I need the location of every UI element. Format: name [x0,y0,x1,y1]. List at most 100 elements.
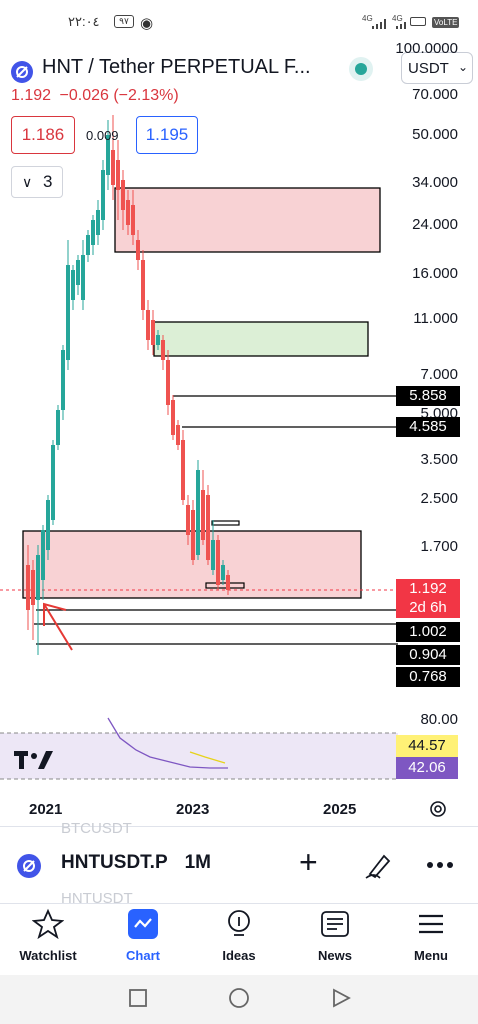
symbol-logo-icon [17,854,41,878]
spread-value: 0.009 [86,128,119,143]
candle-body [161,340,165,360]
price-tick: 1.700 [420,538,458,555]
candle-body [111,150,115,185]
nav-chart-label: Chart [126,948,160,963]
tradingview-logo [14,751,53,769]
toolbar-interval: 1M [184,852,211,873]
candle-body [106,135,110,175]
candle-body [71,270,75,300]
candles [26,115,230,655]
candle-body [216,540,220,585]
nav-watchlist-label: Watchlist [19,948,77,963]
add-icon[interactable]: + [299,844,318,880]
candle-body [226,575,230,590]
indicators-toggle[interactable]: ∨ 3 [11,166,63,198]
volte-badge: VoLTE [432,17,460,28]
candle-body [41,530,45,580]
toolbar-symbol[interactable]: HNTUSDT.P 1M [61,852,211,874]
price-change-line: 1.192 −0.026 (−2.13%) [11,87,179,105]
system-nav-bar [0,975,478,1024]
price-chart[interactable] [0,40,478,800]
candle-body [201,490,205,540]
nav-watchlist[interactable] [8,908,88,945]
price-label: 1.002 [396,622,460,642]
currency-label: USDT [408,60,449,77]
candle-body [26,565,30,610]
candle-body [116,160,120,190]
signal-icon [372,19,406,29]
price-tick: 50.000 [412,126,458,143]
candle-body [126,200,130,225]
draw-icon[interactable] [364,850,394,880]
candle-body [186,505,190,535]
divider [0,903,478,904]
price-tick: 16.000 [412,265,458,282]
signal-label-1: 4G [362,14,373,23]
price-tick: 70.000 [412,86,458,103]
price-tick: 100.0000 [395,40,458,57]
back-icon[interactable] [330,987,352,1009]
nav-menu[interactable] [391,908,471,945]
market-status-icon[interactable] [345,55,377,83]
candle-body [171,400,175,435]
price-tick: 11.000 [413,310,458,327]
candle-body [101,170,105,220]
price-tick: 3.500 [420,451,458,468]
nav-news-label: News [318,948,352,963]
candle-body [141,260,145,310]
last-price: 1.192 [11,87,52,104]
candle-body [46,500,50,550]
demand-zone [153,321,369,357]
candle-body [131,205,135,235]
candle-body [36,555,40,600]
candle-body [211,540,215,570]
toolbar-symbol-name: HNTUSDT.P [61,852,168,873]
candle-body [121,180,125,210]
chart-icon [128,909,158,939]
menu-icon [419,914,443,934]
more-icon[interactable] [425,860,455,870]
ghost-symbol-bottom: HNTUSDT [61,890,133,907]
candle-body [136,240,140,260]
divider [0,826,478,827]
price-label: 0.904 [396,645,460,665]
year-label: 2021 [29,801,63,818]
settings-icon[interactable] [427,798,449,820]
candle-body [96,210,100,235]
status-badge: ٩٧ [114,15,134,28]
home-icon[interactable] [228,987,250,1009]
price-tick: 7.000 [420,366,458,383]
status-bar: ٢٢:٠٤ ٩٧ ◉ 4G 4G VoLTE [0,0,478,44]
candle-body [31,570,35,605]
candle-body [61,350,65,410]
indicators-count: 3 [42,172,53,191]
nav-ideas[interactable] [199,908,279,945]
nav-chart[interactable] [103,908,183,945]
buy-button[interactable]: 1.195 [136,116,198,154]
star-icon [31,908,65,940]
currency-selector[interactable]: USDT ⌄ [401,52,473,84]
candle-body [51,445,55,520]
price-change-pct: (−2.13%) [113,87,179,104]
chevron-down-icon: ∨ [22,174,33,190]
year-label: 2023 [176,801,210,818]
price-tick: 34.000 [412,174,458,191]
nav-menu-label: Menu [414,948,448,963]
candle-body [221,565,225,580]
candle-body [151,320,155,345]
candle-body [91,220,95,245]
symbol-logo-icon [11,61,33,83]
rsi-line [189,751,226,764]
countdown-label: 2d 6h [396,598,460,618]
symbol-title[interactable]: HNT / Tether PERPETUAL F... [42,56,311,78]
arrow-head [43,602,67,626]
year-label: 2025 [323,801,357,818]
nav-news[interactable] [295,908,375,945]
rsi-level: 80.00 [420,711,458,728]
rsi-value-label: 44.57 [396,735,458,757]
candle-body [166,360,170,405]
recents-icon[interactable] [128,988,148,1008]
sell-button[interactable]: 1.186 [11,116,75,154]
rsi-band [0,733,398,779]
price-tick: 24.000 [412,216,458,233]
